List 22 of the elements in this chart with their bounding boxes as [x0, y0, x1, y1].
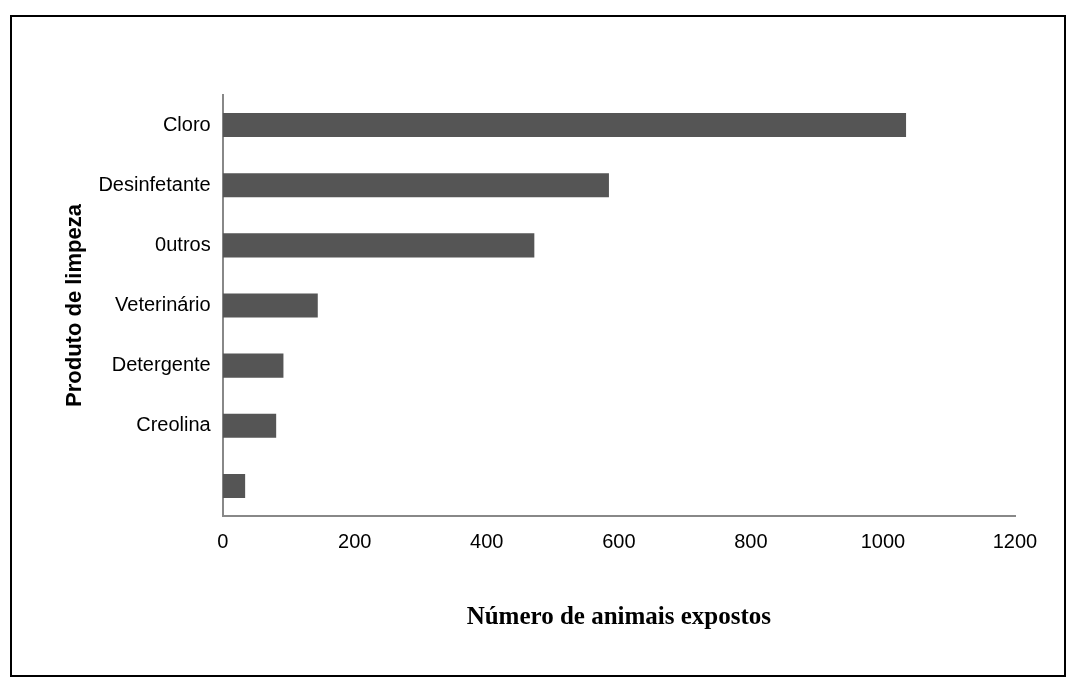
- bar: [222, 473, 246, 498]
- x-tick-label: 800: [734, 529, 768, 552]
- y-tick-label: Detergente: [111, 353, 211, 376]
- y-tick-label: Cloro: [162, 112, 211, 135]
- bar: [222, 413, 277, 438]
- x-axis-title: Número de animais expostos: [466, 602, 772, 630]
- y-tick-label: Desinfetante: [98, 172, 211, 195]
- y-tick-label: Creolina: [136, 413, 212, 436]
- bar: [222, 293, 318, 318]
- x-tick-label: 600: [602, 529, 636, 552]
- y-axis-title: Produto de limpeza: [61, 203, 87, 407]
- x-tick-label: 1200: [992, 529, 1038, 552]
- bar: [222, 173, 609, 198]
- x-tick-label: 400: [470, 529, 504, 552]
- bar: [222, 233, 535, 258]
- y-tick-label: 0utros: [155, 232, 211, 255]
- bar: [222, 353, 284, 378]
- x-tick-label: 0: [217, 529, 229, 552]
- bar: [222, 113, 907, 138]
- y-tick-label: Veterinário: [115, 293, 211, 316]
- x-tick-label: 200: [338, 529, 372, 552]
- x-tick-label: 1000: [860, 529, 906, 552]
